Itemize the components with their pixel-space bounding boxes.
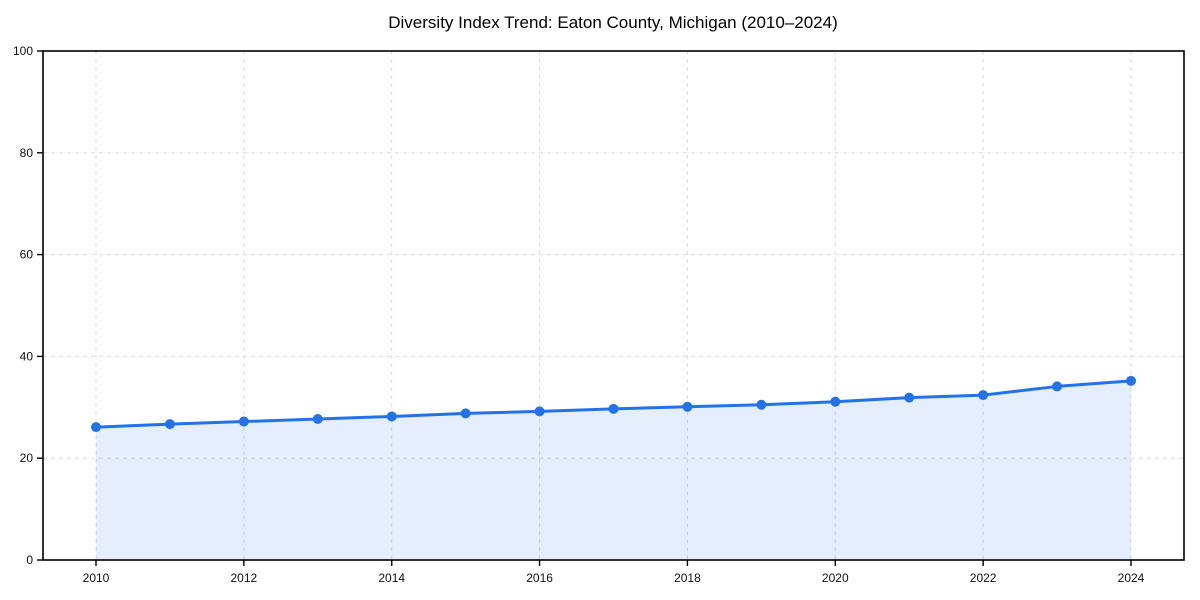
y-tick-label: 60 [20,248,34,262]
grid-layer [43,51,1184,560]
x-tick-label: 2022 [970,571,997,585]
data-point-2016 [534,406,545,417]
y-tick-label: 80 [20,146,34,160]
data-point-2021 [904,392,915,403]
y-tick-label: 0 [26,553,33,567]
data-point-2023 [1052,381,1063,392]
x-tick-label: 2010 [83,571,110,585]
data-point-2014 [386,411,397,422]
axis-layer: 2010 2012 2014 2016 2018 2020 2022 2024 0 20 40 60 8… [13,44,1185,585]
data-point-2024 [1126,375,1136,386]
point-layer [91,375,1136,433]
x-tick-label: 2014 [378,571,405,585]
data-point-2022 [978,390,989,401]
x-tick-label: 2016 [526,571,553,585]
x-tick-label: 2018 [674,571,701,585]
y-tick-label: 20 [20,451,34,465]
x-tick-label: 2012 [231,571,258,585]
y-tick-label: 40 [20,349,34,363]
x-tick-label: 2024 [1118,571,1145,585]
chart-title: Diversity Index Trend: Eaton County, Mic… [388,13,838,32]
data-point-2018 [682,401,693,412]
data-point-2013 [312,414,323,425]
data-point-2011 [164,419,175,430]
area-layer [96,380,1131,560]
y-tick-label: 100 [13,44,33,58]
data-point-2017 [608,403,619,414]
data-point-2020 [830,396,841,407]
data-point-2015 [460,408,471,419]
x-tick-label: 2020 [822,571,849,585]
data-point-2010 [91,422,101,433]
data-point-2012 [238,416,249,427]
plot-border [42,50,1185,561]
trend-area-fill [96,380,1131,560]
data-point-2019 [756,399,767,410]
